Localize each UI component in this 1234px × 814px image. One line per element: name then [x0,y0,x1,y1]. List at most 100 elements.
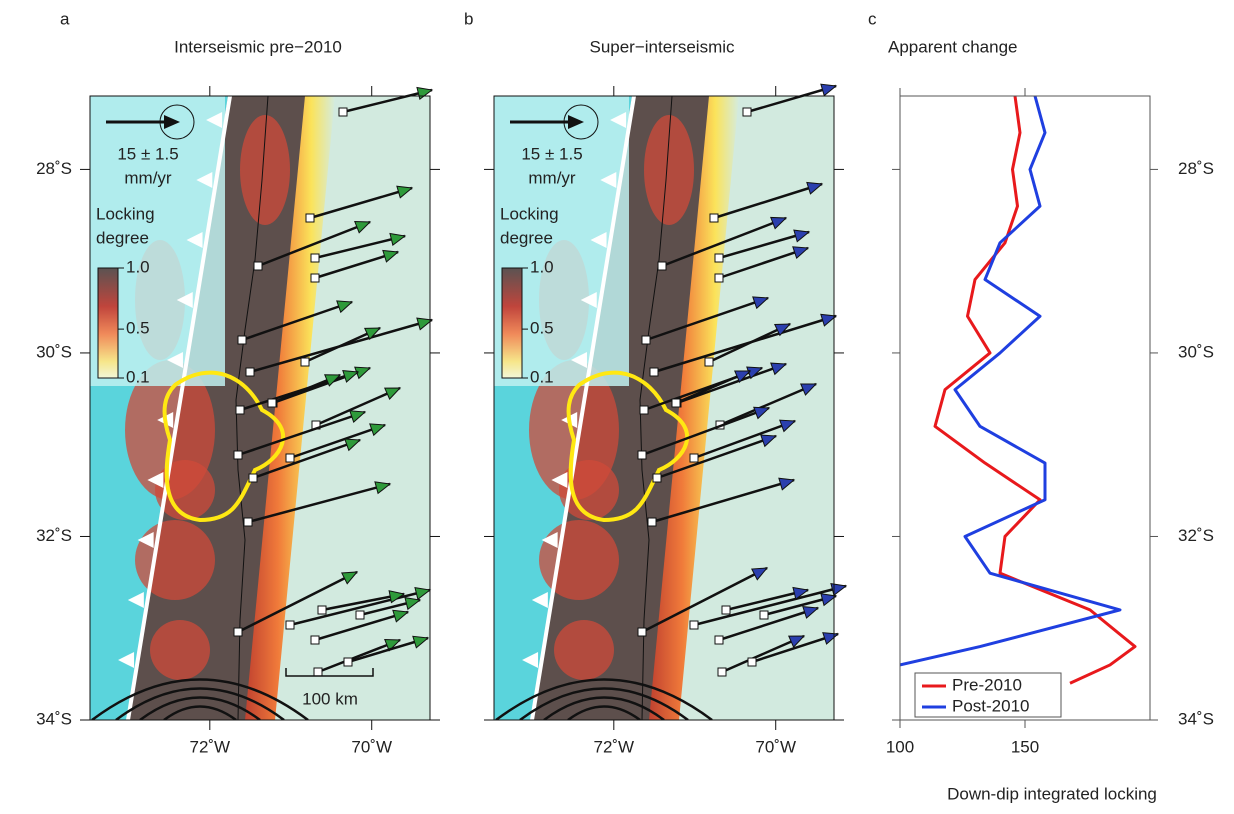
y-tick-label: 28˚S [1178,159,1214,178]
gps-arrow [718,246,809,280]
arrow-head [364,327,382,341]
scale-ellipse [563,104,599,140]
lon-tick-label: 70˚W [351,737,392,756]
trench-tooth [176,292,193,308]
x-axis-label: Down-dip integrated locking [947,784,1157,803]
colorbar-tick-label: 0.5 [126,319,150,338]
arrow-head [806,181,824,195]
gps-arrow [641,566,768,634]
chart-title: Apparent change [888,37,1018,56]
gps-arrow [721,634,805,674]
arrow-head [344,438,362,452]
arrow-head [820,83,838,97]
trench-tooth [186,232,203,248]
gps-station [647,517,657,527]
gps-arrow [289,588,431,627]
locking-patch [240,115,290,225]
slip-contour [91,678,309,720]
trench-tooth [600,172,617,188]
trench-tooth [551,472,568,488]
gps-station [717,667,727,677]
arrow-head [753,406,771,420]
slip-contour [115,687,285,720]
trench [126,96,232,720]
arrow-head [820,313,838,327]
coastline [639,96,673,720]
panel-letter: a [60,9,70,28]
gps-arrow [693,419,796,460]
trench-tooth [137,532,154,548]
y-tick-label: 32˚S [1178,526,1214,545]
arrow-head [388,590,406,604]
arrow-head [341,571,359,585]
arrow-head [349,410,367,424]
trench-tooth [590,232,607,248]
colorbar-title: degree [96,228,149,247]
gps-station [310,635,320,645]
locking-band [644,96,739,720]
slip-contour [543,696,665,720]
arrow-head [778,477,796,491]
slip-contour [139,696,261,720]
map-frame [493,95,835,721]
legend-label: Pre-2010 [952,675,1022,694]
arrow-head [382,249,400,263]
arrow-head [392,609,410,623]
plot-area [900,96,1137,685]
arrow-head [800,383,818,396]
locking-patch [135,520,215,600]
gps-arrow [708,322,791,364]
x-tick-label: 150 [1011,737,1039,756]
gps-station [310,253,320,263]
colorbar-tick-label: 1.0 [530,257,554,276]
gps-station [637,627,647,637]
locking-patch [554,620,614,680]
colorbar-title: Locking [96,204,155,223]
gps-station [245,367,255,377]
lon-tick-label: 70˚W [755,737,796,756]
y-tick-label: 34˚S [1178,709,1214,728]
locking-band [240,96,335,720]
gps-station [233,627,243,637]
gps-station [742,107,752,117]
trench-tooth [531,592,548,608]
gps-arrow [309,186,413,220]
arrow-head [770,362,788,376]
trench [530,96,636,720]
gps-station [313,667,323,677]
arrow-head [389,232,407,247]
arrow-head [774,323,792,337]
map-content [90,96,430,720]
trench-tooth [580,292,597,308]
gps-arrow [661,216,787,268]
lon-tick-label: 72˚W [593,737,634,756]
plot-frame [899,95,1151,721]
arrow-head [384,638,402,652]
arrow-head [792,246,810,260]
gps-station [305,213,315,223]
arrow-head [412,635,430,649]
arrow-head [342,370,360,383]
trench-tooth [206,112,223,128]
arrow-head [396,185,414,199]
legend-label: Post-2010 [952,696,1030,715]
scale-bar [285,668,374,677]
arrow-head [793,229,811,243]
arrow-head [788,635,806,649]
gps-arrow [693,584,847,627]
gps-station [300,357,310,367]
trench-tooth [610,112,627,128]
trench-tooth [522,652,539,668]
slip-contour [495,678,713,720]
gps-station [267,398,277,408]
arrow-head [369,423,387,437]
gps-station [243,517,253,527]
locking-patch [150,620,210,680]
lat-tick-label: 32˚S [36,526,72,545]
scale-arrow-head [164,115,180,129]
arrow-head [374,481,392,495]
colorbar [97,267,119,379]
slip-contour [163,705,237,720]
scale-arrow-label: mm/yr [124,168,172,187]
